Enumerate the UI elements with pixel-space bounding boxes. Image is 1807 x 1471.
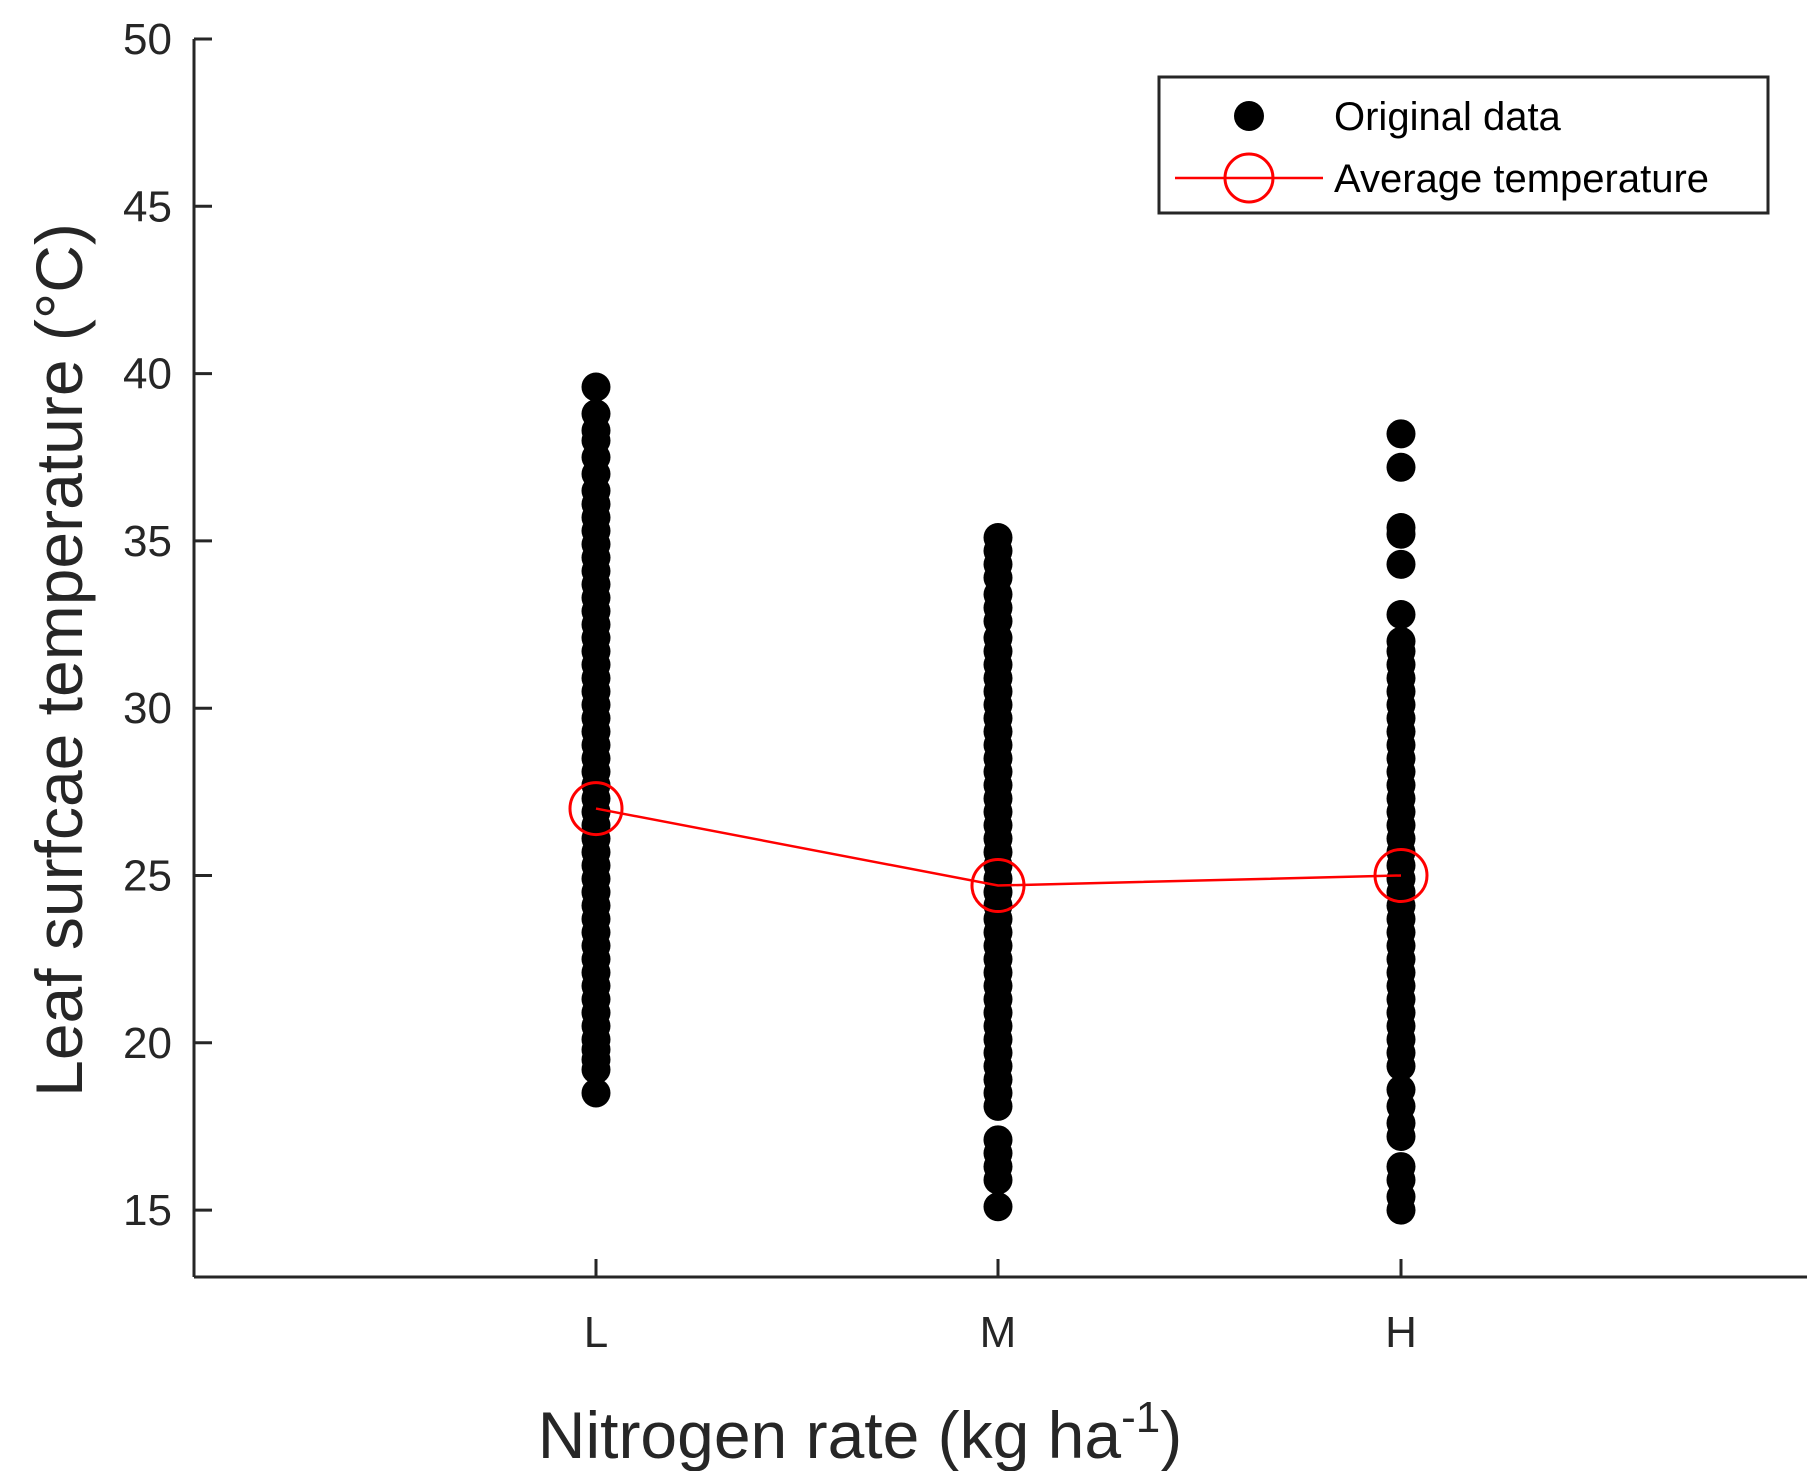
- legend-label-original-data: Original data: [1334, 95, 1562, 139]
- average-temperature-line: [595, 807, 1402, 887]
- axes: [192, 39, 1807, 1279]
- average-marker-M: [970, 858, 1026, 914]
- x-axis-title-main: Nitrogen rate (kg ha: [538, 1398, 1122, 1471]
- y-tick-label: 45: [123, 182, 172, 231]
- data-point-H: [1386, 549, 1416, 579]
- legend-box: [1157, 75, 1770, 215]
- x-axis-title-superscript: -1: [1121, 1393, 1160, 1442]
- y-tick-label: 30: [123, 684, 172, 733]
- data-point-M: [983, 1192, 1013, 1222]
- data-point-H: [1386, 626, 1416, 656]
- x-axis-title-suffix: ): [1160, 1398, 1182, 1471]
- y-tick-label: 20: [123, 1019, 172, 1068]
- y-tick-label: 35: [123, 517, 172, 566]
- x-tick-label-H: H: [1385, 1308, 1417, 1357]
- legend: Original data Average temperature: [1157, 75, 1770, 215]
- y-tick-label: 25: [123, 851, 172, 900]
- legend-label-average-temperature: Average temperature: [1334, 157, 1709, 201]
- y-ticks: 15 20 25 30 35 40 45 50: [123, 15, 212, 1235]
- data-point-L: [581, 372, 611, 402]
- y-axis-title: Leaf surfcae temperature (°C): [22, 223, 96, 1097]
- average-marker-H: [1373, 847, 1429, 903]
- legend-marker-average: [1223, 152, 1275, 204]
- average-temperature-series: [568, 781, 1429, 914]
- legend-marker-original-data: [1234, 101, 1264, 131]
- scatter-layer: [581, 372, 1416, 1225]
- data-point-L: [581, 399, 611, 429]
- y-tick-label: 40: [123, 350, 172, 399]
- x-tick-label-L: L: [584, 1308, 608, 1357]
- y-tick-label: 15: [123, 1186, 172, 1235]
- data-point-H: [1386, 600, 1416, 630]
- x-axis-title: Nitrogen rate (kg ha-1): [538, 1393, 1182, 1471]
- x-tick-label-M: M: [980, 1308, 1017, 1357]
- data-point-H: [1386, 1075, 1416, 1105]
- average-marker-L: [568, 781, 624, 837]
- data-point-M: [983, 523, 1013, 553]
- data-point-H: [1386, 452, 1416, 482]
- y-tick-label: 50: [123, 15, 172, 64]
- data-point-H: [1386, 1152, 1416, 1182]
- data-point-H: [1386, 513, 1416, 543]
- data-point-M: [983, 1125, 1013, 1155]
- data-point-L: [581, 1078, 611, 1108]
- data-point-H: [1386, 419, 1416, 449]
